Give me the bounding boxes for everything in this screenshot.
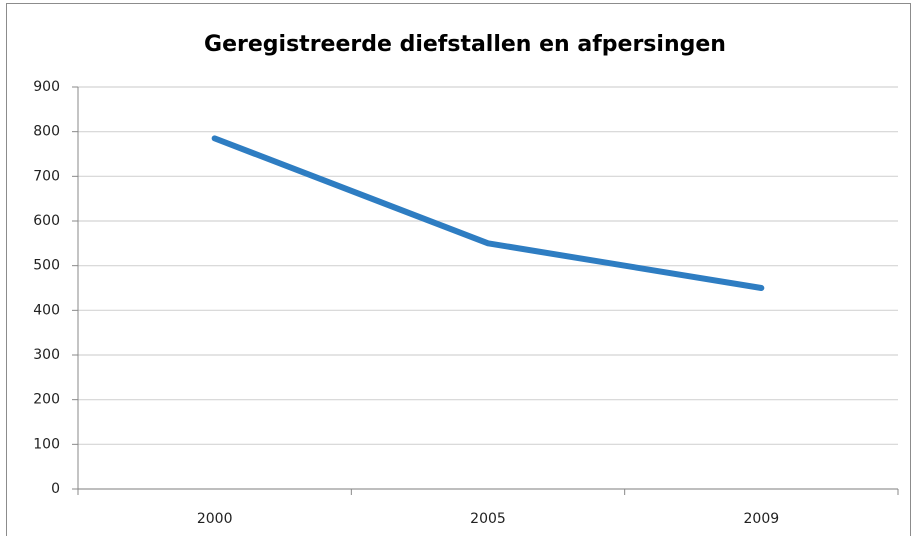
y-tick-label: 700 <box>33 168 60 184</box>
y-tick-label: 600 <box>33 213 60 229</box>
x-tick-label: 2005 <box>470 511 506 527</box>
y-tick-label: 900 <box>33 79 60 95</box>
data-line <box>211 135 765 291</box>
y-tick-label: 800 <box>33 124 60 140</box>
x-tick-label: 2009 <box>744 511 780 527</box>
chart-title: Geregistreerde diefstallen en afpersinge… <box>204 32 726 57</box>
chart-border <box>6 3 911 536</box>
y-tick-label: 500 <box>33 258 60 274</box>
y-tick-label: 200 <box>33 392 60 408</box>
y-tick-label: 0 <box>51 481 60 497</box>
x-tick-label: 2000 <box>197 511 233 527</box>
y-tick-label: 400 <box>33 302 60 318</box>
y-tick-label: 300 <box>33 347 60 363</box>
y-tick-label: 100 <box>33 436 60 452</box>
